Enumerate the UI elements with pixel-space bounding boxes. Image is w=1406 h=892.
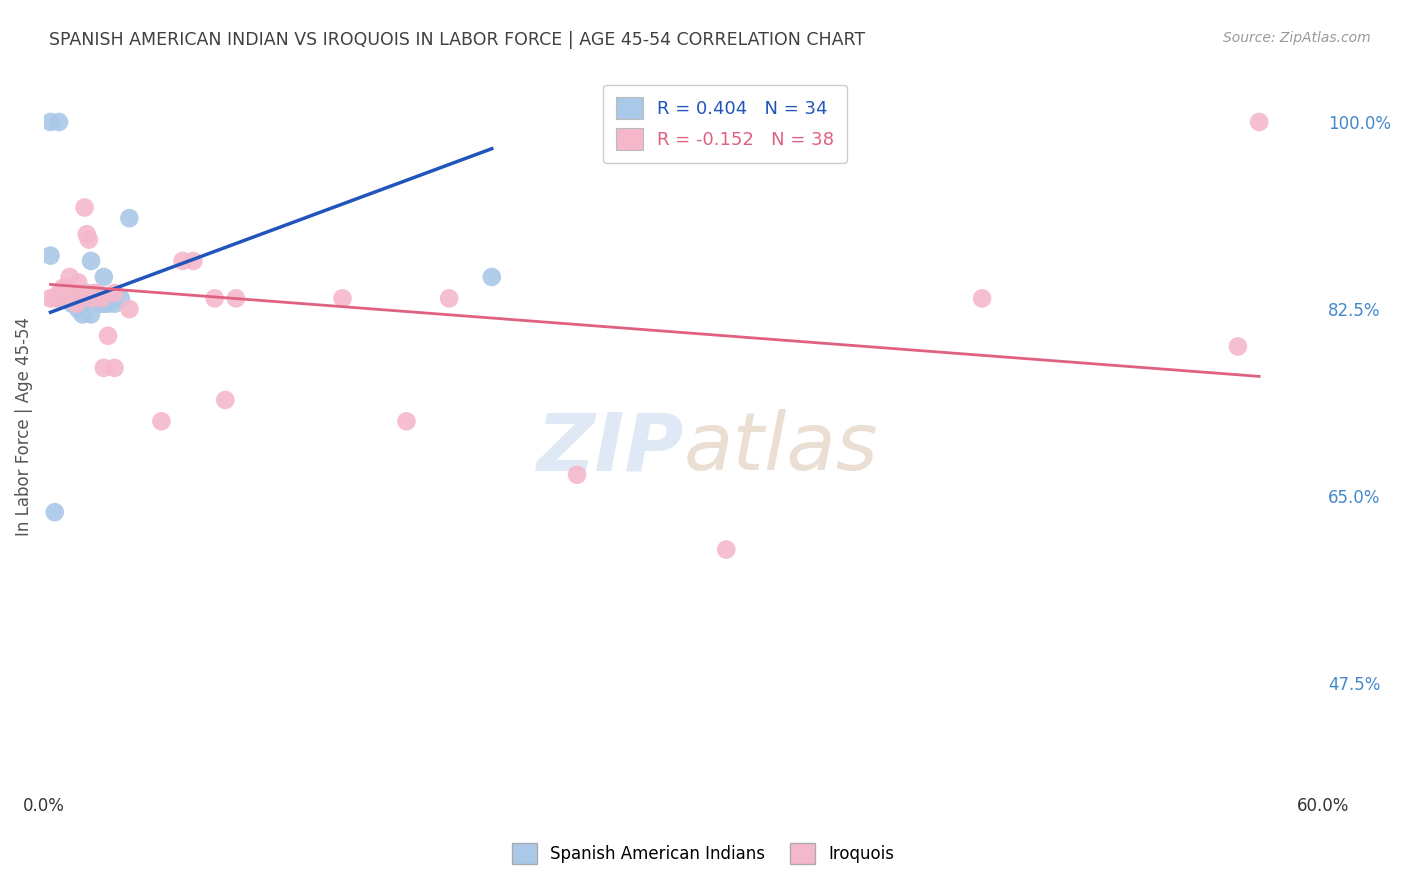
Point [44,291,66,305]
Point [63,285,86,300]
Point [93,360,115,375]
Point [80,291,103,305]
Point [63,285,86,300]
Point [93,270,115,285]
Point [970,291,993,305]
Point [395,414,418,428]
Point [103,296,125,310]
Point [76,285,98,300]
Point [48,291,70,305]
Point [73,296,96,310]
Point [60,285,83,300]
Point [716,542,738,557]
Point [56,285,79,300]
Point [80,307,103,321]
Point [56,280,79,294]
Point [565,467,588,482]
Point [73,201,96,215]
Point [103,285,125,300]
Point [97,328,120,343]
Point [82,285,104,300]
Point [65,296,87,310]
Point [76,227,98,242]
Point [39,115,62,129]
Point [39,249,62,263]
Text: Source: ZipAtlas.com: Source: ZipAtlas.com [1223,31,1371,45]
Point [72,307,94,321]
Point [59,270,82,285]
Point [67,301,90,316]
Point [72,285,94,300]
Point [67,276,90,290]
Point [225,291,247,305]
Point [118,301,141,316]
Point [86,285,108,300]
Point [97,296,120,310]
Text: SPANISH AMERICAN INDIAN VS IROQUOIS IN LABOR FORCE | AGE 45-54 CORRELATION CHART: SPANISH AMERICAN INDIAN VS IROQUOIS IN L… [49,31,865,49]
Point [204,291,226,305]
Point [65,285,87,300]
Point [150,414,173,428]
Point [1249,115,1271,129]
Y-axis label: In Labor Force | Age 45-54: In Labor Force | Age 45-54 [15,318,32,536]
Point [89,296,111,310]
Point [110,291,132,305]
Point [90,291,112,305]
Point [481,270,503,285]
Point [52,280,75,294]
Point [39,291,62,305]
Point [48,115,70,129]
Point [183,254,205,268]
Point [332,291,354,305]
Point [55,291,77,305]
Point [69,296,91,310]
Point [172,254,194,268]
Text: atlas: atlas [683,409,879,487]
Legend: Spanish American Indians, Iroquois: Spanish American Indians, Iroquois [505,837,901,871]
Point [80,254,103,268]
Point [93,296,115,310]
Point [65,296,87,310]
Point [77,233,100,247]
Point [60,296,83,310]
Point [77,291,100,305]
Point [44,505,66,519]
Point [118,211,141,226]
Legend: R = 0.404   N = 34, R = -0.152   N = 38: R = 0.404 N = 34, R = -0.152 N = 38 [603,85,846,163]
Point [60,291,83,305]
Point [103,360,125,375]
Point [214,392,236,407]
Point [59,285,82,300]
Point [67,285,90,300]
Point [72,285,94,300]
Point [437,291,460,305]
Point [48,285,70,300]
Text: ZIP: ZIP [536,409,683,487]
Point [1226,339,1249,353]
Point [55,291,77,305]
Point [55,291,77,305]
Point [84,291,107,305]
Point [80,291,103,305]
